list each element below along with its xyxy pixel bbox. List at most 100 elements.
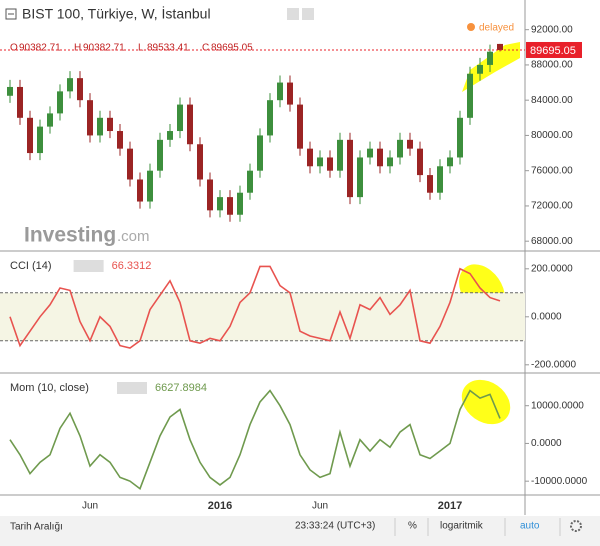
indicator-value: 6627.8984	[155, 382, 207, 394]
y-tick-label: -200.0000	[531, 359, 576, 370]
y-tick-label: 92000.00	[531, 24, 573, 35]
y-tick-label: 88000.00	[531, 60, 573, 71]
settings-icon[interactable]	[287, 8, 299, 20]
candle-body	[367, 148, 373, 158]
candle-body	[147, 170, 153, 202]
watermark: Investing	[24, 224, 116, 247]
log-button[interactable]: logaritmik	[440, 521, 484, 532]
candle-body	[47, 113, 53, 127]
candle-body	[127, 148, 133, 180]
ohlc-key: L	[138, 43, 144, 54]
candle-body	[447, 157, 453, 167]
y-tick-label: 0.0000	[531, 438, 562, 449]
candle-body	[377, 148, 383, 167]
indicator-name: Mom (10, close)	[10, 382, 89, 394]
ohlc-value: 89533.41	[147, 43, 189, 54]
ohlc-key: C	[202, 43, 209, 54]
candle-body	[77, 78, 83, 101]
indicator-line	[9, 389, 501, 490]
candle-body	[467, 73, 473, 118]
candle-body	[327, 157, 333, 171]
ohlc-key: H	[74, 43, 81, 54]
indicator-name: CCI (14)	[10, 260, 52, 272]
candle-body	[257, 135, 263, 171]
candle-body	[67, 78, 73, 92]
candle-body	[347, 139, 353, 198]
candle-body	[477, 64, 483, 74]
status-dot	[467, 23, 475, 31]
toolbar	[0, 516, 600, 546]
y-tick-label: -10000.0000	[531, 476, 588, 487]
candle-body	[7, 86, 13, 96]
candle-body	[247, 170, 253, 193]
y-tick-label: 0.0000	[531, 311, 562, 322]
candle-body	[137, 179, 143, 202]
indicator-settings[interactable]	[117, 382, 147, 394]
candle-body	[317, 157, 323, 167]
y-tick-label: 84000.00	[531, 95, 573, 106]
candle-body	[277, 82, 283, 101]
candle-body	[207, 179, 213, 211]
ohlc-value: 90382.71	[83, 43, 125, 54]
candle-body	[17, 86, 23, 118]
candle-body	[227, 197, 233, 215]
candle-body	[177, 104, 183, 132]
y-tick-label: 76000.00	[531, 165, 573, 176]
chart-title: BIST 100, Türkiye, W, İstanbul	[22, 5, 211, 22]
auto-button[interactable]: auto	[520, 521, 540, 532]
ohlc-key: O	[10, 43, 18, 54]
candle-body	[117, 131, 123, 149]
status: delayed	[479, 23, 514, 34]
y-tick-label: 200.0000	[531, 263, 573, 274]
candle-body	[427, 175, 433, 193]
last-price-label: 89695.05	[530, 45, 576, 57]
candle-body	[267, 100, 273, 136]
indicator-settings[interactable]	[73, 260, 104, 272]
indicator-value: 66.3312	[112, 260, 152, 272]
candle-body	[297, 104, 303, 149]
candle-body	[387, 157, 393, 167]
percent-button[interactable]: %	[408, 521, 417, 532]
candle-body	[157, 139, 163, 171]
x-tick-label: 2017	[438, 500, 462, 512]
candle-body	[57, 91, 63, 114]
date-range-button[interactable]: Tarih Aralığı	[10, 522, 63, 533]
indicator-line	[9, 265, 501, 349]
candle-body	[287, 82, 293, 105]
candle-body	[497, 43, 503, 50]
x-tick-label: Jun	[312, 501, 328, 512]
y-tick-label: 10000.0000	[531, 400, 584, 411]
candle-body	[197, 144, 203, 180]
candle-body	[87, 100, 93, 136]
candle-body	[97, 117, 103, 136]
candle-body	[187, 104, 193, 145]
candle-body	[307, 148, 313, 167]
settings-icon[interactable]	[302, 8, 314, 20]
ohlc-legend: O 90382.71 H 90382.71 L 89533.41 C 89695.05	[10, 43, 253, 54]
highlight	[462, 42, 520, 92]
settings-button[interactable]	[570, 520, 582, 532]
candle-body	[357, 157, 363, 198]
y-tick-label: 72000.00	[531, 201, 573, 212]
candle-body	[437, 166, 443, 193]
candle-body	[417, 148, 423, 176]
candle-body	[337, 139, 343, 171]
candle-body	[107, 117, 113, 132]
last-price-box	[526, 41, 582, 58]
candle-body	[457, 117, 463, 158]
x-tick-label: Jun	[82, 501, 98, 512]
clock: 23:33:24 (UTC+3)	[295, 521, 375, 532]
watermark: .com	[117, 228, 150, 245]
collapse-icon[interactable]	[5, 8, 17, 20]
ohlc-value: 89695.05	[211, 43, 253, 54]
candle-body	[397, 139, 403, 158]
candle-body	[37, 126, 43, 154]
band	[0, 292, 525, 341]
candle-body	[237, 192, 243, 215]
ohlc-value: 90382.71	[19, 43, 61, 54]
candle-body	[407, 139, 413, 149]
candle-body	[487, 51, 493, 65]
candle-body	[217, 197, 223, 211]
y-tick-label: 68000.00	[531, 236, 573, 247]
